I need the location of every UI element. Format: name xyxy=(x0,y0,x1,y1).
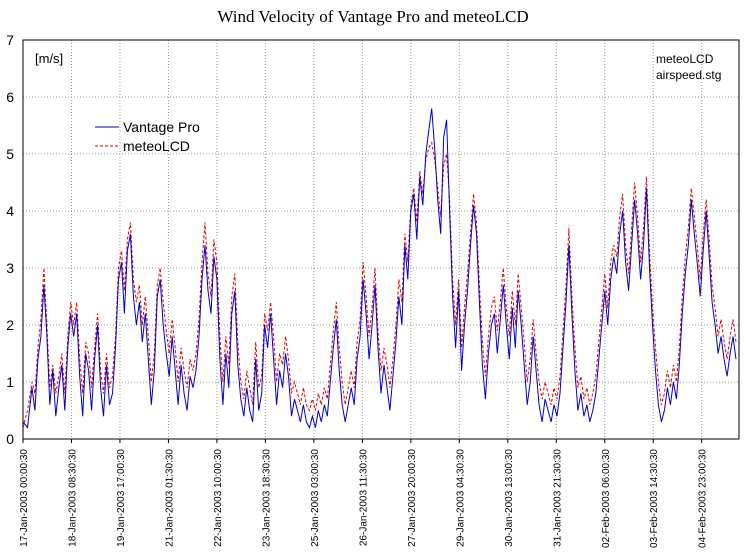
x-tick-label: 21-Jan-2003 01:30:30 xyxy=(164,449,175,547)
x-tick-label: 29-Jan-2003 04:30:30 xyxy=(455,449,466,547)
x-tick-label: 03-Feb-2003 14:30:30 xyxy=(649,449,660,548)
legend: Vantage Pro meteoLCD xyxy=(95,119,200,154)
x-tick-label: 31-Jan-2003 21:30:30 xyxy=(552,449,563,547)
legend-label-meteolcd: meteoLCD xyxy=(123,138,190,154)
x-tick-label: 19-Jan-2003 17:00:30 xyxy=(116,449,127,547)
series-line-vantage-pro xyxy=(22,108,737,429)
chart-title: Wind Velocity of Vantage Pro and meteoLC… xyxy=(217,7,529,26)
x-axis-ticks: 17-Jan-2003 00:00:30 18-Jan-2003 08:30:30… xyxy=(19,439,709,548)
x-tick-label: 25-Jan-2003 03:00:30 xyxy=(310,449,321,547)
x-tick-label: 17-Jan-2003 00:00:30 xyxy=(19,449,30,547)
x-tick-label: 22-Jan-2003 10:00:30 xyxy=(213,449,224,547)
plot-frame xyxy=(22,39,740,440)
x-tick-label: 23-Jan-2003 18:30:30 xyxy=(261,449,272,547)
y-tick-label: 6 xyxy=(6,89,14,105)
series-line-meteolcd xyxy=(22,141,737,428)
y-tick-label: 0 xyxy=(6,431,14,447)
y-tick-label: 3 xyxy=(6,260,14,276)
annotation-line-1: meteoLCD xyxy=(656,52,714,66)
x-tick-label: 02-Feb-2003 06:00:30 xyxy=(601,449,612,548)
y-tick-label: 2 xyxy=(6,317,14,333)
series-lines xyxy=(22,108,737,429)
unit-label: [m/s] xyxy=(35,51,63,66)
x-tick-label: 30-Jan-2003 13:00:30 xyxy=(504,449,515,547)
x-tick-label: 27-Jan-2003 20:00:30 xyxy=(407,449,418,547)
y-tick-label: 1 xyxy=(6,374,14,390)
gridlines xyxy=(23,40,739,439)
x-tick-label: 18-Jan-2003 08:30:30 xyxy=(67,449,78,547)
y-tick-label: 5 xyxy=(6,146,14,162)
y-tick-label: 7 xyxy=(6,32,14,48)
y-tick-label: 4 xyxy=(6,203,14,219)
y-axis-ticks: 0 1 2 3 4 5 6 7 xyxy=(6,32,14,447)
annotation-line-2: airspeed.stg xyxy=(656,68,721,82)
x-tick-label: 26-Jan-2003 11:30:30 xyxy=(358,449,369,547)
legend-label-vantage-pro: Vantage Pro xyxy=(123,119,200,135)
x-tick-label: 04-Feb-2003 23:00:30 xyxy=(698,449,709,548)
